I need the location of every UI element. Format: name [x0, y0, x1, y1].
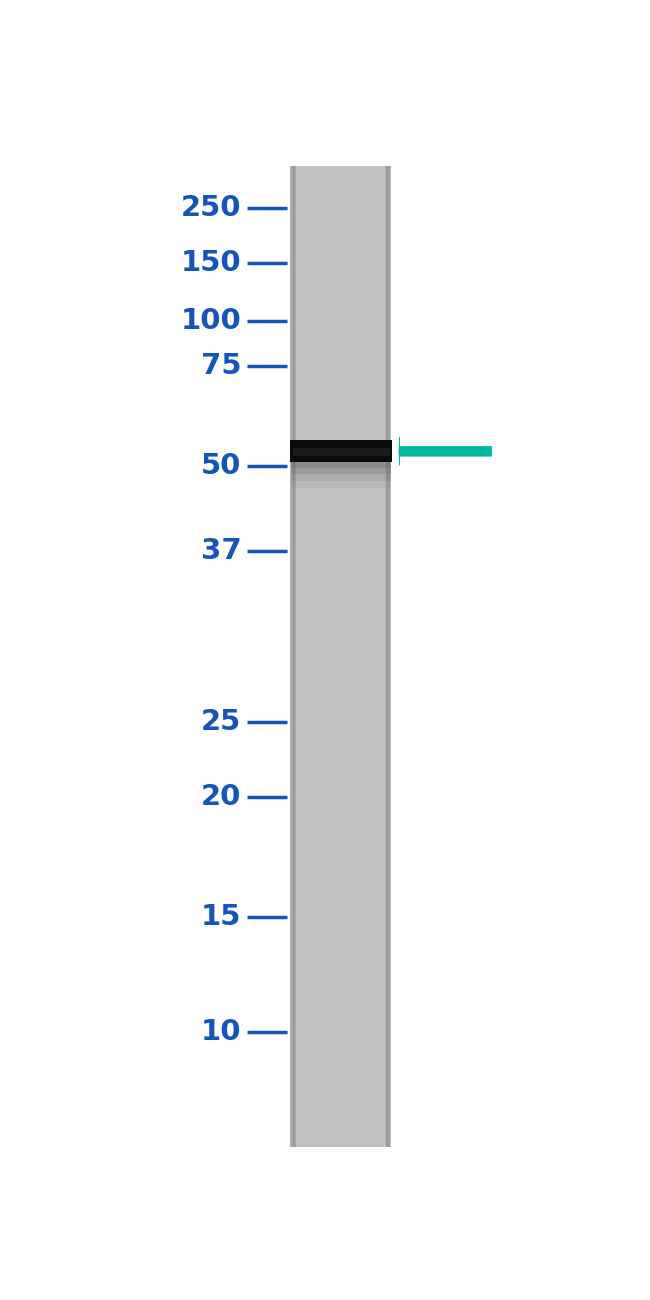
Bar	[386, 166, 391, 1147]
Bar	[291, 166, 296, 1147]
Text: 20: 20	[201, 783, 241, 811]
Bar	[291, 456, 391, 474]
Bar	[292, 166, 296, 1147]
Bar	[294, 166, 296, 1147]
Bar	[290, 441, 391, 463]
Text: 150: 150	[181, 250, 241, 277]
Bar	[385, 166, 389, 1147]
Bar	[386, 166, 390, 1147]
Text: 50: 50	[201, 452, 241, 480]
Text: 75: 75	[201, 352, 241, 380]
Text: 15: 15	[201, 902, 241, 931]
Bar	[291, 456, 391, 481]
Bar	[385, 166, 387, 1147]
Text: 37: 37	[201, 537, 241, 566]
Bar	[291, 166, 295, 1147]
Bar	[293, 166, 296, 1147]
Bar	[385, 166, 388, 1147]
Bar	[291, 456, 391, 488]
Bar	[291, 166, 391, 1147]
Text: 100: 100	[181, 307, 241, 335]
Bar	[291, 456, 391, 468]
Text: 25: 25	[202, 707, 241, 736]
Text: 10: 10	[201, 1018, 241, 1047]
Text: 250: 250	[181, 194, 241, 222]
Bar	[292, 166, 296, 1147]
Bar	[385, 166, 389, 1147]
Bar	[292, 448, 389, 456]
